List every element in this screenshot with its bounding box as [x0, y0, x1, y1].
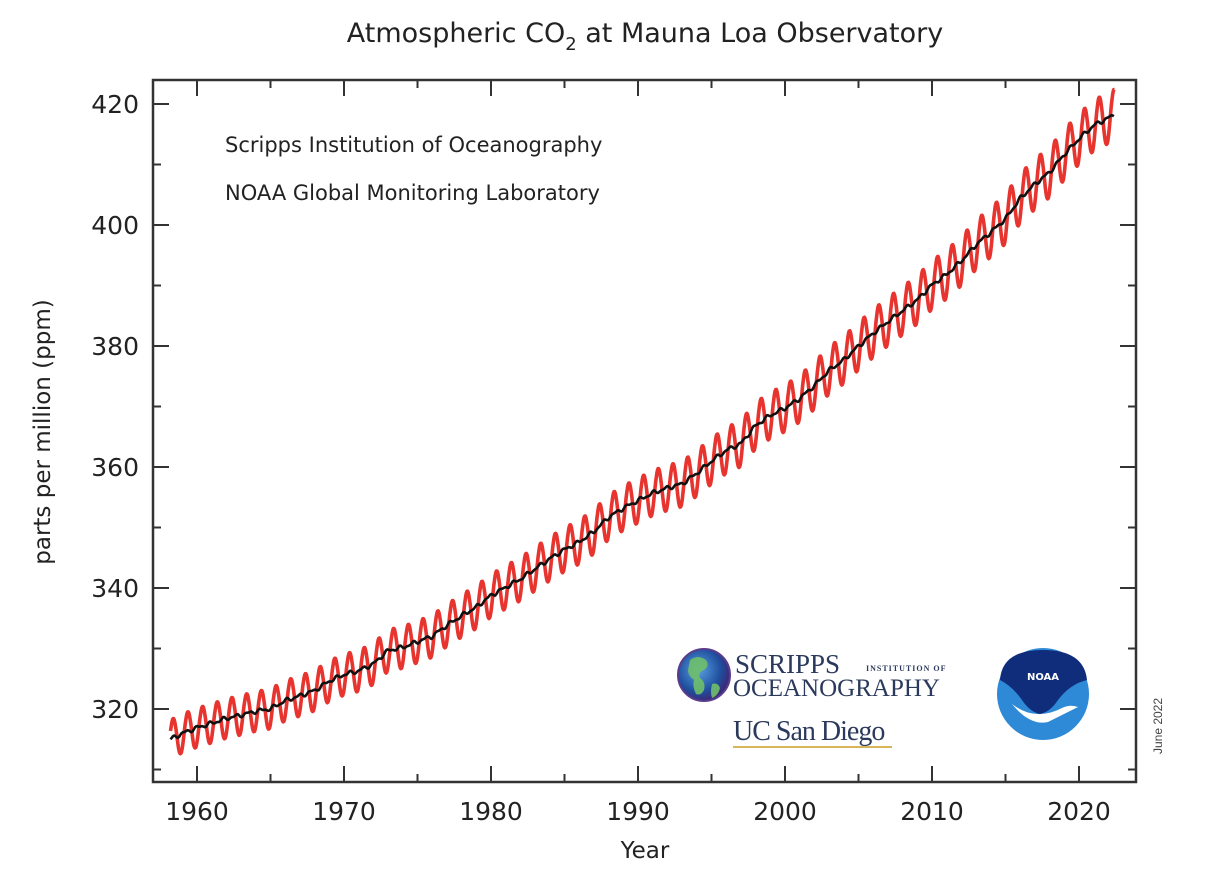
scripps-name: SCRIPPS [735, 649, 840, 679]
series-layer [168, 87, 1116, 756]
chart-title: Atmospheric CO2 at Mauna Loa Observatory [347, 18, 944, 55]
y-tick-label: 360 [91, 453, 139, 482]
ucsd-logo: UC San Diego [733, 716, 892, 748]
scripps-institution-of: INSTITUTION OF [866, 664, 946, 673]
globe-continent-icon [688, 657, 720, 698]
noaa-gull-icon [1000, 650, 1087, 714]
noaa-wing-icon [1012, 704, 1078, 723]
y-tick-label: 380 [91, 332, 139, 361]
x-tick-label: 1960 [165, 797, 229, 826]
scripps-oceanography: OCEANOGRAPHY [733, 675, 940, 702]
noaa-logo: NOAA [997, 648, 1089, 740]
globe-icon [677, 648, 731, 702]
x-tick-label: 1980 [459, 797, 523, 826]
monthly-co2-line [168, 87, 1116, 756]
x-axis-ticks: 1960 1970 1980 1990 2000 2010 2020 [165, 80, 1111, 826]
ucsd-name: UC San Diego [733, 716, 884, 747]
noaa-label: NOAA [1027, 672, 1059, 683]
y-tick-label: 340 [91, 574, 139, 603]
trend-co2-line [169, 114, 1115, 741]
y-axis-ticks: 320 340 360 380 400 420 [91, 90, 1136, 771]
x-tick-label: 1990 [606, 797, 670, 826]
annotation-noaa: NOAA Global Monitoring Laboratory [225, 181, 600, 205]
x-tick-label: 2020 [1047, 797, 1111, 826]
plot-frame [151, 78, 1138, 784]
x-tick-label: 1970 [312, 797, 376, 826]
scripps-logo: SCRIPPS INSTITUTION OF OCEANOGRAPHY [677, 648, 946, 702]
x-tick-label: 2000 [753, 797, 817, 826]
y-axis-label: parts per million (ppm) [30, 299, 56, 564]
annotation-scripps: Scripps Institution of Oceanography [225, 133, 602, 157]
x-axis-label: Year [620, 838, 670, 864]
date-stamp: June 2022 [1151, 698, 1165, 754]
y-tick-label: 320 [91, 695, 139, 724]
x-tick-label: 2010 [900, 797, 964, 826]
y-tick-label: 420 [91, 90, 139, 119]
y-tick-label: 400 [91, 211, 139, 240]
